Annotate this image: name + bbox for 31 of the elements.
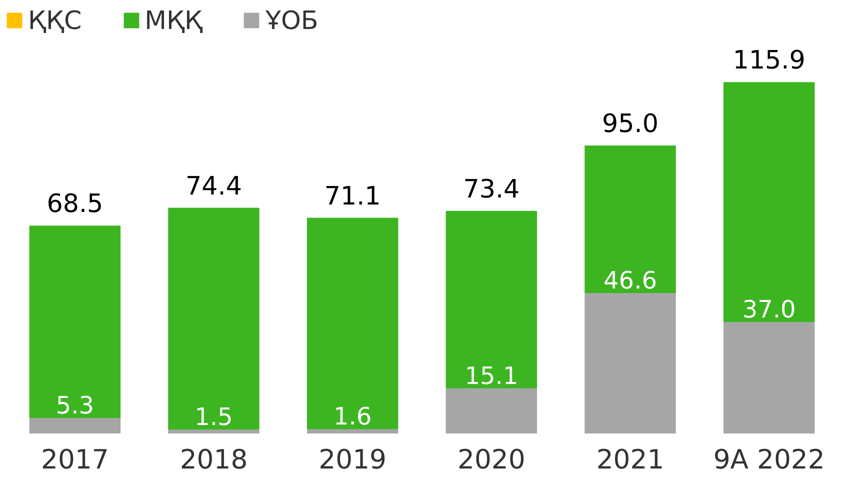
total-label: 115.9 (732, 44, 806, 75)
data-label: 37.0 (742, 296, 796, 324)
total-label: 95.0 (602, 108, 658, 138)
bar (29, 226, 121, 418)
bar (723, 321, 815, 434)
bar (584, 292, 676, 434)
data-label: 46.6 (604, 266, 657, 294)
legend-label: ҰОБ (265, 5, 318, 35)
x-tick-label: 2020 (458, 444, 526, 476)
total-label: 74.4 (186, 170, 242, 200)
total-label: 71.1 (324, 180, 381, 210)
total-label: 73.4 (463, 173, 520, 204)
x-tick-label: 2017 (41, 444, 109, 476)
legend-label: ҚҚС (28, 5, 82, 35)
legend-label: МҚҚ (144, 5, 202, 35)
bar (446, 210, 538, 388)
total-label: 68.5 (46, 188, 104, 218)
x-tick-label: 2021 (596, 444, 664, 476)
data-label: 15.1 (464, 362, 518, 390)
x-tick-label: 2019 (318, 444, 387, 476)
bar (306, 218, 398, 430)
bar (723, 82, 815, 322)
bar (446, 387, 538, 434)
data-label: 1.6 (334, 402, 372, 431)
x-tick-label: 9А 2022 (713, 444, 825, 476)
data-label: 1.5 (194, 402, 233, 431)
x-tick-label: 2018 (180, 444, 248, 476)
bar (168, 208, 260, 430)
data-label: 5.3 (56, 391, 94, 420)
bar (29, 416, 121, 434)
bar (584, 145, 676, 293)
